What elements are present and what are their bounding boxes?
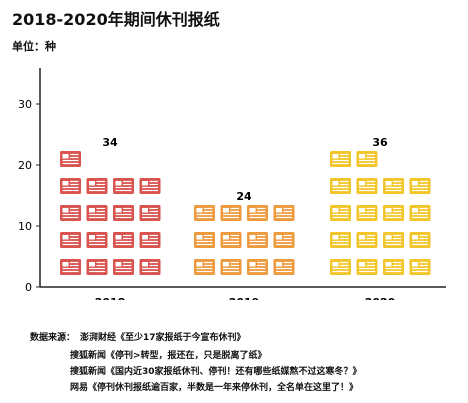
- newspaper-icon: [86, 178, 108, 194]
- newspaper-icon: [194, 232, 215, 248]
- newspaper-icon: [330, 205, 351, 221]
- y-tick-label: 30: [18, 98, 32, 111]
- newspaper-icon: [383, 232, 404, 248]
- y-tick-label: 0: [25, 281, 32, 294]
- y-tick-label: 10: [18, 220, 32, 233]
- x-tick-label: 2020: [365, 296, 396, 300]
- newspaper-icon: [139, 178, 161, 194]
- newspaper-icon: [383, 205, 404, 221]
- newspaper-icon: [60, 259, 81, 275]
- y-tick-label: 20: [18, 159, 32, 172]
- unit-label: 单位：种: [12, 40, 56, 53]
- newspaper-icon: [273, 205, 295, 221]
- x-tick-label: 2019: [229, 296, 260, 300]
- newspaper-icon: [139, 232, 161, 248]
- chart-title: 2018-2020年期间休刊报纸: [12, 10, 220, 29]
- newspaper-icon: [409, 205, 431, 221]
- newspaper-icon: [330, 232, 351, 248]
- source-line: 网易《停刊休刊报纸逾百家，半数是一年来停休刊，全名单在这里了！》: [70, 383, 359, 393]
- newspaper-icon: [383, 259, 404, 275]
- newspaper-icon: [113, 178, 134, 194]
- newspaper-icon: [194, 205, 215, 221]
- source-line: 搜狐新闻《停刊>转型，报还在，只是脱离了纸》: [70, 351, 267, 361]
- newspaper-icon: [330, 178, 351, 194]
- source-label: 数据来源：: [30, 333, 76, 343]
- newspaper-icon: [356, 178, 378, 194]
- newspaper-icon: [356, 151, 378, 167]
- newspaper-icon: [139, 205, 161, 221]
- newspaper-icon: [60, 232, 81, 248]
- newspaper-icon: [247, 205, 268, 221]
- newspaper-icon: [113, 259, 134, 275]
- data-label: 24: [236, 190, 252, 203]
- data-label: 36: [372, 136, 388, 149]
- newspaper-icon: [409, 259, 431, 275]
- newspaper-icon: [86, 259, 108, 275]
- newspaper-icon: [409, 178, 431, 194]
- newspaper-icon: [247, 232, 268, 248]
- newspaper-icon: [330, 151, 351, 167]
- newspaper-icon: [220, 232, 242, 248]
- x-tick-label: 2018: [95, 296, 126, 300]
- newspaper-icon: [220, 205, 242, 221]
- newspaper-icon: [356, 259, 378, 275]
- icon-bar-chart: 0 10 20 30 34 2018 24 2019 36 2020: [18, 68, 446, 300]
- newspaper-icon: [194, 259, 215, 275]
- newspaper-icon: [356, 232, 378, 248]
- newspaper-icon: [60, 151, 81, 167]
- source-line: 澎湃财经《至少17家报纸于今宣布休刊》: [80, 333, 246, 343]
- data-label: 34: [102, 136, 118, 149]
- newspaper-icon: [409, 232, 431, 248]
- newspaper-icon: [113, 232, 134, 248]
- newspaper-icon: [60, 178, 81, 194]
- newspaper-icon: [330, 259, 351, 275]
- newspaper-icon: [356, 205, 378, 221]
- source-line: 搜狐新闻《国内近30家报纸休刊、停刊！还有哪些纸媒熬不过这寒冬？》: [70, 367, 362, 377]
- newspaper-icon: [273, 232, 295, 248]
- newspaper-icon: [86, 232, 108, 248]
- newspaper-icon: [220, 259, 242, 275]
- newspaper-icon: [139, 259, 161, 275]
- newspaper-icon: [113, 205, 134, 221]
- newspaper-icon: [86, 205, 108, 221]
- newspaper-icon: [273, 259, 295, 275]
- newspaper-icon: [247, 259, 268, 275]
- newspaper-icon: [383, 178, 404, 194]
- newspaper-icon: [60, 205, 81, 221]
